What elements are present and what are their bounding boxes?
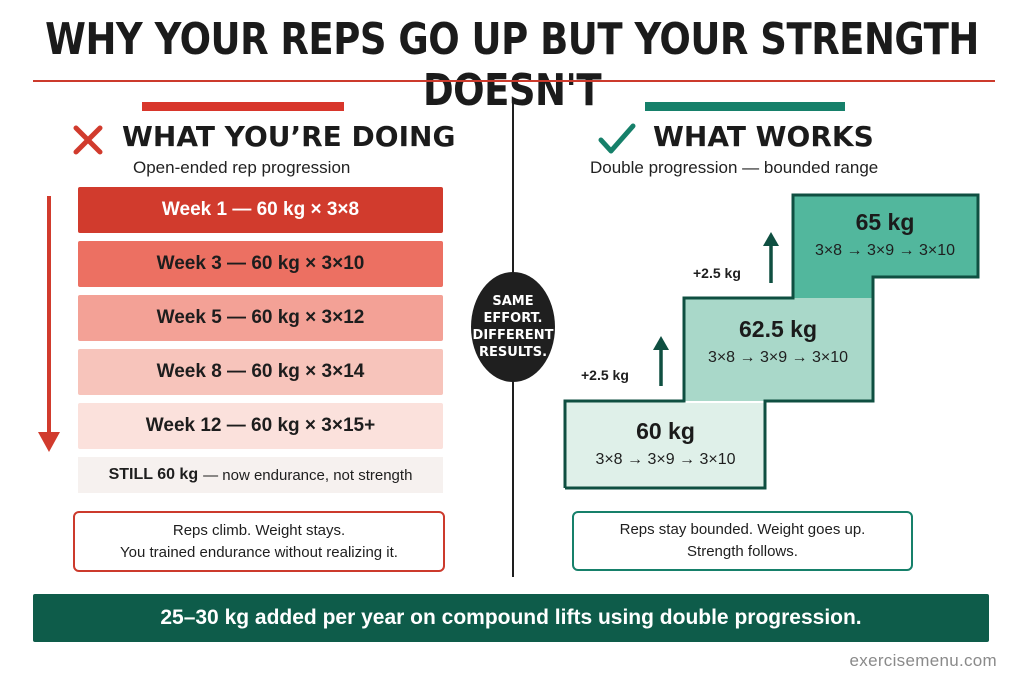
step-label-62-5: 62.5 kg 3×8 → 3×9 → 3×10 (684, 316, 872, 367)
still-weight: STILL 60 kg (108, 466, 199, 483)
right-subheading: Double progression — bounded range (590, 158, 879, 177)
step-reps: 3×8 → 3×9 → 3×10 (595, 451, 736, 468)
right-heading: WHAT WORKS (653, 120, 874, 153)
badge-line: SAME (492, 294, 534, 309)
right-accent-bar (645, 102, 845, 111)
left-summary-line: You trained endurance without realizing … (120, 543, 398, 561)
step-weight: 60 kg (636, 418, 695, 444)
title-underline (33, 80, 995, 82)
step-reps: 3×8 → 3×9 → 3×10 (814, 242, 956, 259)
still-note: — now endurance, not strength (203, 466, 413, 484)
watermark: exercisemenu.com (849, 651, 997, 670)
left-heading: WHAT YOU’RE DOING (122, 120, 456, 153)
left-summary-line: Reps climb. Weight stays. (172, 521, 346, 539)
x-icon (73, 125, 103, 155)
badge-line: DIFFERENT (472, 328, 554, 343)
footer-banner: 25–30 kg added per year on compound lift… (33, 594, 989, 642)
step-weight: 65 kg (855, 209, 915, 235)
right-summary-line: Strength follows. (687, 543, 798, 560)
up-arrow-icon (653, 336, 669, 386)
left-subheading: Open-ended rep progression (133, 158, 351, 177)
badge-line: RESULTS. (478, 345, 548, 360)
right-summary-box: Reps stay bounded. Weight goes up. Stren… (572, 511, 913, 571)
step-label-60: 60 kg 3×8 → 3×9 → 3×10 (566, 418, 765, 469)
center-badge: SAME EFFORT. DIFFERENT RESULTS. (471, 272, 555, 382)
increment-label: +2.5 kg (581, 367, 629, 383)
week-row: Week 12 — 60 kg × 3×15+ (78, 403, 443, 449)
still-row: STILL 60 kg — now endurance, not strengt… (78, 457, 443, 493)
week-row: Week 5 — 60 kg × 3×12 (78, 295, 443, 341)
left-summary-box: Reps climb. Weight stays. You trained en… (73, 511, 445, 572)
week-row: Week 1 — 60 kg × 3×8 (78, 187, 443, 233)
step-reps: 3×8 → 3×9 → 3×10 (707, 349, 849, 366)
badge-line: EFFORT. (483, 311, 543, 326)
increment-label: +2.5 kg (693, 265, 741, 281)
week-row: Week 3 — 60 kg × 3×10 (78, 241, 443, 287)
week-row: Week 8 — 60 kg × 3×14 (78, 349, 443, 395)
left-accent-bar (142, 102, 344, 111)
down-arrow-icon (38, 196, 60, 452)
up-arrow-icon (763, 232, 779, 283)
step-label-65: 65 kg 3×8 → 3×9 → 3×10 (792, 209, 978, 260)
page-title: WHY YOUR REPS GO UP BUT YOUR STRENGTH DO… (45, 14, 979, 116)
check-icon (598, 123, 636, 154)
step-weight: 62.5 kg (739, 316, 817, 342)
right-summary-line: Reps stay bounded. Weight goes up. (619, 521, 866, 538)
